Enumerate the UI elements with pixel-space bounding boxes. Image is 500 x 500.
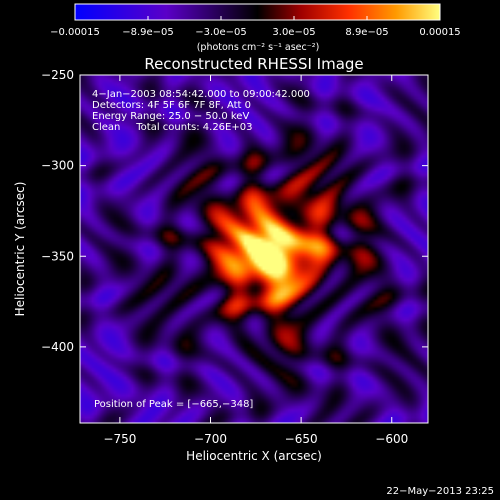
x-tick-label: −600 [375, 432, 408, 446]
x-axis-ticks: −750 −700 −650 −600 [103, 75, 408, 446]
x-tick-label: −700 [194, 432, 227, 446]
colorbar-tick-label: −3.0e−05 [195, 27, 247, 38]
colorbar [74, 3, 441, 21]
annotation-energy-range: Energy Range: 25.0 − 50.0 keV [92, 111, 249, 122]
colorbar-tick-label: 8.9e−05 [345, 27, 388, 38]
y-tick-label: −350 [41, 249, 74, 263]
y-axis-label: Heliocentric Y (arcsec) [13, 182, 27, 317]
colorbar-tick-label: 0.00015 [419, 27, 460, 38]
annotation-total-counts: Clean Total counts: 4.26E+03 [92, 122, 252, 133]
timestamp: 22−May−2013 23:25 [386, 486, 494, 497]
colorbar-tick-label: −0.00015 [50, 27, 100, 38]
chart-title: Reconstructed RHESSI Image [144, 55, 363, 73]
colorbar-tick-label: 3.0e−05 [272, 27, 315, 38]
annotation-time-range: 4−Jan−2003 08:54:42.000 to 09:00:42.000 [92, 89, 310, 100]
x-tick-label: −650 [285, 432, 318, 446]
x-axis-label: Heliocentric X (arcsec) [186, 449, 322, 463]
annotation-detectors: Detectors: 4F 5F 6F 7F 8F, Att 0 [92, 100, 251, 111]
peak-position-label: Position of Peak = [−665,−348] [94, 399, 253, 410]
y-tick-label: −300 [41, 159, 74, 173]
x-tick-label: −750 [103, 432, 136, 446]
plot-frame [79, 74, 429, 424]
y-tick-label: −250 [41, 68, 74, 82]
colorbar-tick-label: −8.9e−05 [122, 27, 174, 38]
heatmap-image [80, 75, 428, 423]
colorbar-ticks: −0.00015 −8.9e−05 −3.0e−05 3.0e−05 8.9e−05 0.… [50, 16, 461, 38]
y-axis-ticks: −250 −300 −350 −400 [41, 68, 428, 354]
y-tick-label: −400 [41, 340, 74, 354]
colorbar-unit-label: (photons cm⁻² s⁻¹ asec⁻²) [197, 42, 320, 53]
